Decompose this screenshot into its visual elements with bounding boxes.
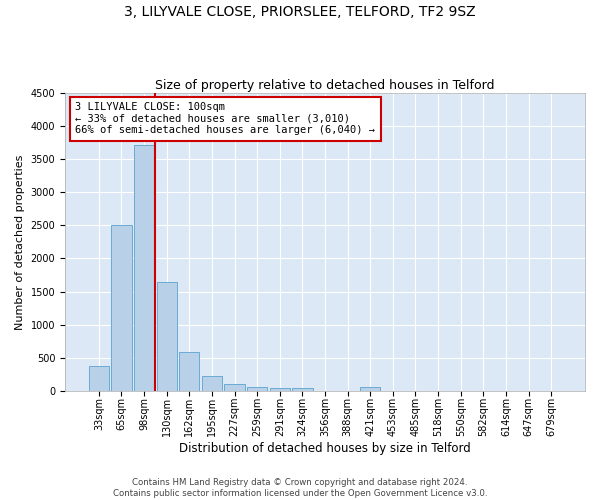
Bar bbox=[134, 144, 154, 390]
Bar bbox=[89, 366, 109, 390]
Title: Size of property relative to detached houses in Telford: Size of property relative to detached ho… bbox=[155, 79, 495, 92]
Bar bbox=[292, 388, 313, 390]
Bar bbox=[269, 388, 290, 390]
Text: 3 LILYVALE CLOSE: 100sqm
← 33% of detached houses are smaller (3,010)
66% of sem: 3 LILYVALE CLOSE: 100sqm ← 33% of detach… bbox=[76, 102, 376, 136]
Bar bbox=[157, 282, 177, 391]
Bar bbox=[202, 376, 222, 390]
Bar bbox=[360, 386, 380, 390]
Bar bbox=[179, 352, 199, 391]
Y-axis label: Number of detached properties: Number of detached properties bbox=[15, 154, 25, 330]
X-axis label: Distribution of detached houses by size in Telford: Distribution of detached houses by size … bbox=[179, 442, 471, 455]
Bar bbox=[247, 386, 268, 390]
Bar bbox=[111, 226, 131, 390]
Text: Contains HM Land Registry data © Crown copyright and database right 2024.
Contai: Contains HM Land Registry data © Crown c… bbox=[113, 478, 487, 498]
Text: 3, LILYVALE CLOSE, PRIORSLEE, TELFORD, TF2 9SZ: 3, LILYVALE CLOSE, PRIORSLEE, TELFORD, T… bbox=[124, 5, 476, 19]
Bar bbox=[224, 384, 245, 390]
